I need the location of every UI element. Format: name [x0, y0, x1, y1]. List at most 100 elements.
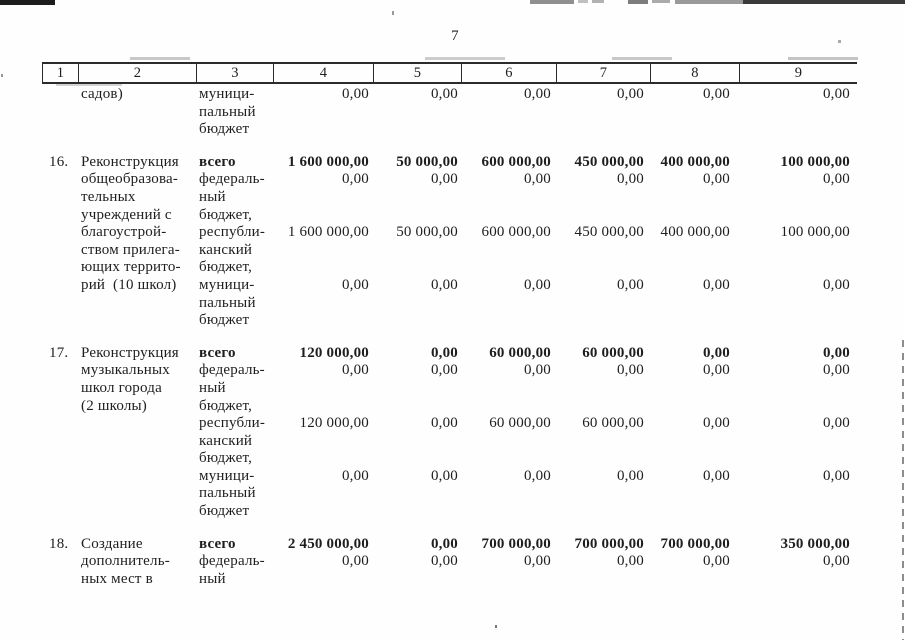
scan-smudge	[425, 57, 505, 60]
header-cell-4: 4	[273, 64, 373, 82]
amount-value: 0,00	[430, 171, 458, 188]
amount-value	[739, 312, 850, 330]
amount-value	[739, 485, 850, 503]
scan-artifact	[652, 0, 670, 3]
project-name-line	[81, 468, 196, 486]
project-name-line	[81, 104, 196, 122]
amount-value: 60 000,00	[489, 415, 551, 432]
amount-value	[461, 433, 551, 451]
funding-source: муници-пальный бюджет	[196, 86, 273, 139]
amount-value	[556, 398, 644, 416]
amount-value	[650, 312, 730, 330]
amount-value: 0,00	[616, 362, 644, 379]
amount-value	[273, 295, 369, 313]
header-cell-1: 1	[42, 64, 78, 82]
funding-source-line: ный	[199, 188, 226, 205]
table-body: садов) муници-пальный бюджет 0,00 0,00 0,0…	[42, 84, 857, 588]
amount-value	[373, 189, 458, 207]
funding-source-line: муници-	[199, 467, 255, 484]
row-number-line	[49, 468, 78, 486]
amount-value: 0,00	[430, 362, 458, 379]
amount-value: 0,00	[616, 86, 644, 102]
funding-source: всего федераль-ный	[196, 536, 273, 589]
amount-cell-col4: 1 600 000,00 0,00 1 600 000,00 0,00	[273, 154, 373, 330]
project-name-line: дополнитель-	[81, 553, 170, 570]
funding-source-line: всего	[199, 535, 236, 552]
amount-value	[739, 571, 850, 589]
amount-value: 0,00	[616, 467, 644, 484]
project-name-line: общеобразова-	[81, 171, 179, 188]
row-number-line	[49, 450, 78, 468]
amount-value: 0,00	[702, 86, 730, 102]
amount-value	[461, 189, 551, 207]
amount-value	[461, 380, 551, 398]
row-number-line: 16.	[49, 153, 69, 170]
funding-source-line: бюджет,	[199, 397, 253, 414]
header-cell-5: 5	[373, 64, 461, 82]
row-number-line	[49, 503, 78, 521]
amount-value: 0,00	[341, 553, 369, 570]
project-name-line: тельных	[81, 188, 136, 205]
amount-value: 0,00	[523, 362, 551, 379]
amount-cell-col8: 0,00 0,00 0,00 0,00	[650, 345, 739, 521]
funding-source-line: бюджет	[199, 121, 250, 138]
funding-source-line: ный	[199, 570, 226, 587]
funding-source-line: всего	[199, 153, 236, 170]
funding-source-line: бюджет	[199, 312, 250, 329]
amount-value	[273, 189, 369, 207]
amount-value	[650, 450, 730, 468]
amount-value: 0,00	[341, 171, 369, 188]
amount-cell-col8: 400 000,00 0,00 400 000,00 0,00	[650, 154, 739, 330]
table-row-continuation: садов) муници-пальный бюджет 0,00 0,00 0,0…	[42, 86, 857, 139]
amount-value	[556, 503, 644, 521]
amount-cell-col6: 600 000,00 0,00 600 000,00 0,00	[461, 154, 556, 330]
amount-value	[556, 450, 644, 468]
amount-value: 450 000,00	[574, 153, 644, 170]
amount-value	[461, 295, 551, 313]
amount-value	[556, 295, 644, 313]
amount-value: 120 000,00	[299, 344, 369, 361]
row-number-line	[49, 189, 78, 207]
amount-value	[373, 121, 458, 139]
amount-value: 50 000,00	[396, 224, 458, 241]
amount-value	[650, 104, 730, 122]
amount-value	[739, 450, 850, 468]
amount-value	[650, 121, 730, 139]
amount-value	[650, 398, 730, 416]
amount-value	[556, 380, 644, 398]
scan-speck	[392, 11, 394, 15]
amount-value	[373, 295, 458, 313]
amount-cell-col9: 350 000,00 0,00	[739, 536, 857, 589]
amount-value: 0,00	[341, 276, 369, 293]
row-number-line	[49, 398, 78, 416]
scan-smudge	[56, 84, 122, 86]
row-number-line	[49, 312, 78, 330]
amount-value	[461, 259, 551, 277]
row-number-line	[49, 104, 78, 122]
funding-source-line: пальный	[199, 294, 256, 311]
amount-value: 0,00	[523, 467, 551, 484]
amount-value	[273, 380, 369, 398]
amount-value	[461, 503, 551, 521]
amount-value: 0,00	[702, 276, 730, 293]
scan-speck	[1, 74, 3, 77]
amount-value	[373, 503, 458, 521]
funding-source-line: федераль-	[199, 553, 265, 570]
amount-value: 0,00	[822, 344, 850, 361]
row-number-line: 18.	[49, 535, 69, 552]
header-cell-7: 7	[556, 64, 650, 82]
amount-value	[650, 295, 730, 313]
amount-value	[461, 398, 551, 416]
amount-value	[650, 571, 730, 589]
amount-cell-col5: 0,00 0,00 0,00 0,00	[373, 345, 461, 521]
amount-value: 120 000,00	[299, 415, 369, 432]
amount-cell-col7: 700 000,00 0,00	[556, 536, 650, 589]
row-number	[42, 86, 78, 139]
amount-cell-col5: 50 000,00 0,00 50 000,00 0,00	[373, 154, 461, 330]
project-name-line	[81, 295, 196, 313]
amount-value: 0,00	[822, 553, 850, 570]
amount-value	[373, 571, 458, 589]
amount-cell-col5: 0,00	[373, 86, 461, 139]
amount-value	[556, 312, 644, 330]
amount-value: 450 000,00	[574, 224, 644, 241]
